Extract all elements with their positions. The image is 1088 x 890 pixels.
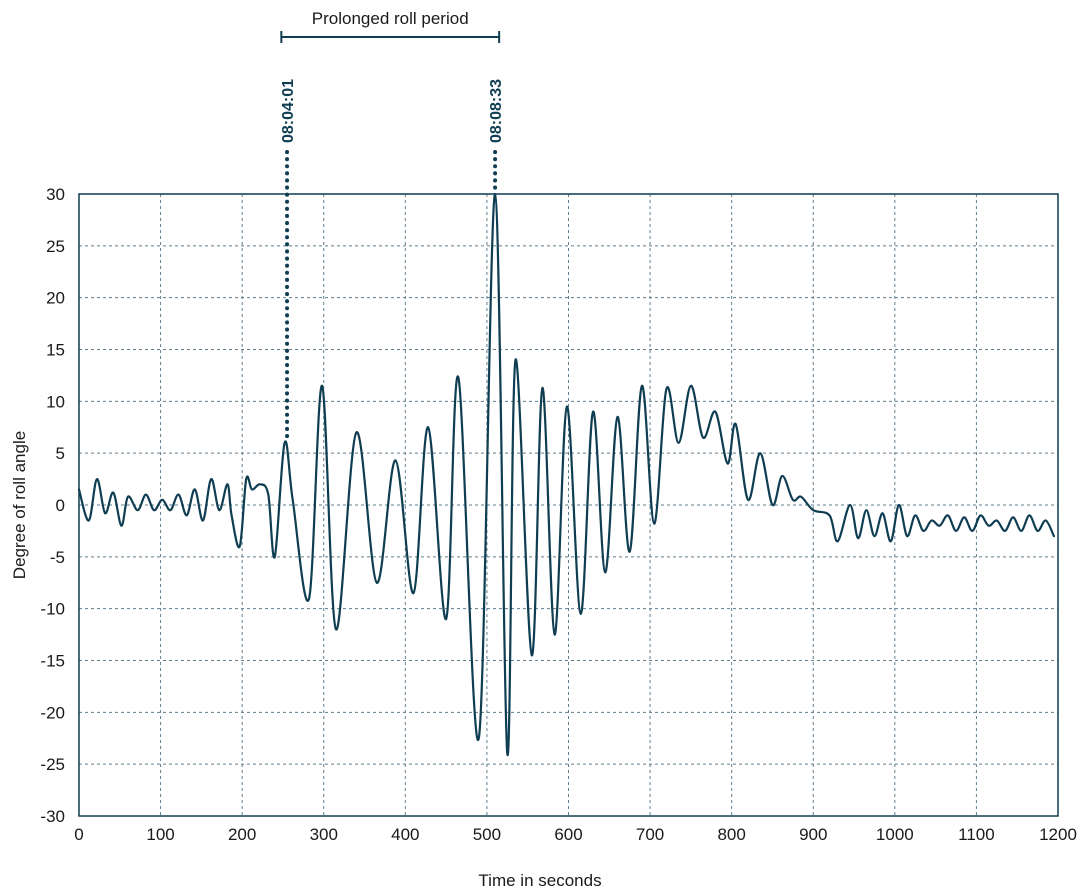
y-tick-label: -15 — [40, 652, 65, 671]
y-tick-label: 0 — [56, 496, 65, 515]
y-tick-label: 10 — [46, 392, 65, 411]
x-tick-label: 200 — [228, 825, 256, 844]
x-tick-label: 600 — [554, 825, 582, 844]
x-tick-label: 800 — [717, 825, 745, 844]
y-tick-label: -10 — [40, 600, 65, 619]
x-tick-label: 1000 — [876, 825, 914, 844]
x-tick-label: 1200 — [1039, 825, 1077, 844]
y-tick-label: 15 — [46, 341, 65, 360]
bracket-label: Prolonged roll period — [312, 9, 469, 28]
y-tick-label: 30 — [46, 185, 65, 204]
grid — [79, 194, 1058, 816]
roll-angle-series-line — [79, 194, 1054, 755]
time-markers: 08:04:01 08:08:33 — [280, 79, 505, 443]
x-tick-label: 900 — [799, 825, 827, 844]
y-tick-label: -25 — [40, 755, 65, 774]
x-tick-label: 500 — [473, 825, 501, 844]
x-tick-label: 0 — [74, 825, 83, 844]
annotations: Prolonged roll period — [281, 9, 499, 43]
x-axis-label: Time in seconds — [478, 871, 601, 890]
y-tick-label: 25 — [46, 237, 65, 256]
marker-label-2: 08:08:33 — [488, 79, 505, 143]
y-tick-label: 5 — [56, 444, 65, 463]
y-tick-label: -5 — [50, 548, 65, 567]
x-tick-label: 700 — [636, 825, 664, 844]
x-tick-label: 300 — [310, 825, 338, 844]
y-tick-labels: 30 25 20 15 10 5 0 -5 -10 -15 -20 -25 -30 — [40, 185, 65, 826]
y-tick-label: -30 — [40, 807, 65, 826]
x-tick-label: 400 — [391, 825, 419, 844]
y-tick-label: -20 — [40, 703, 65, 722]
marker-label-1: 08:04:01 — [280, 79, 297, 143]
x-tick-label: 100 — [146, 825, 174, 844]
x-tick-labels: 0 100 200 300 400 500 600 700 800 900 1000 1100 1200 — [74, 825, 1077, 844]
x-tick-label: 1100 — [958, 825, 995, 844]
y-tick-label: 20 — [46, 289, 65, 308]
y-axis-label: Degree of roll angle — [10, 431, 29, 579]
